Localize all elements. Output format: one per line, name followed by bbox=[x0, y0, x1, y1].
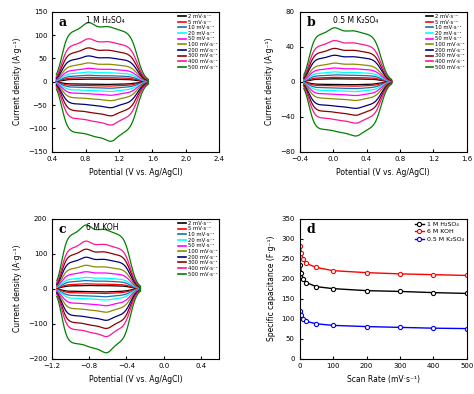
Line: 1 M H₂SO₄: 1 M H₂SO₄ bbox=[298, 262, 469, 296]
6 M KOH bbox=[430, 272, 436, 277]
Line: 6 M KOH: 6 M KOH bbox=[298, 244, 469, 277]
0.5 M K₂SO₄ bbox=[464, 326, 470, 331]
6 M KOH bbox=[330, 268, 336, 273]
0.5 M K₂SO₄ bbox=[430, 326, 436, 331]
6 M KOH bbox=[300, 257, 306, 262]
Legend: 2 mV·s⁻¹, 5 mV·s⁻¹, 10 mV·s⁻¹, 20 mV·s⁻¹, 50 mV·s⁻¹, 100 mV·s⁻¹, 200 mV·s⁻¹, 300: 2 mV·s⁻¹, 5 mV·s⁻¹, 10 mV·s⁻¹, 20 mV·s⁻¹… bbox=[425, 13, 465, 70]
0.5 M K₂SO₄ bbox=[298, 308, 303, 313]
1 M H₂SO₄ bbox=[299, 270, 304, 275]
0.5 M K₂SO₄ bbox=[330, 323, 336, 328]
X-axis label: Potential (V vs. Ag/AgCl): Potential (V vs. Ag/AgCl) bbox=[89, 375, 182, 384]
1 M H₂SO₄ bbox=[397, 289, 403, 294]
1 M H₂SO₄ bbox=[430, 290, 436, 295]
6 M KOH bbox=[303, 261, 309, 266]
1 M H₂SO₄ bbox=[298, 262, 303, 267]
Y-axis label: Specific capacitance (F·g⁻¹): Specific capacitance (F·g⁻¹) bbox=[267, 236, 276, 341]
0.5 M K₂SO₄ bbox=[364, 324, 369, 329]
Line: 0.5 M K₂SO₄: 0.5 M K₂SO₄ bbox=[298, 309, 469, 331]
0.5 M K₂SO₄ bbox=[397, 325, 403, 330]
1 M H₂SO₄ bbox=[313, 284, 319, 289]
6 M KOH bbox=[364, 270, 369, 275]
Text: 0.5 M K₂SO₄: 0.5 M K₂SO₄ bbox=[333, 16, 378, 25]
6 M KOH bbox=[464, 273, 470, 278]
1 M H₂SO₄ bbox=[303, 280, 309, 285]
Text: b: b bbox=[306, 16, 315, 29]
Legend: 1 M H₂SO₄, 6 M KOH, 0.5 M K₂SO₄: 1 M H₂SO₄, 6 M KOH, 0.5 M K₂SO₄ bbox=[413, 221, 465, 243]
X-axis label: Potential (V vs. Ag/AgCl): Potential (V vs. Ag/AgCl) bbox=[337, 168, 430, 177]
1 M H₂SO₄ bbox=[300, 276, 306, 281]
0.5 M K₂SO₄ bbox=[299, 312, 304, 317]
X-axis label: Scan Rate (mV·s⁻¹): Scan Rate (mV·s⁻¹) bbox=[347, 375, 420, 384]
Text: d: d bbox=[306, 223, 315, 236]
Legend: 2 mV·s⁻¹, 5 mV·s⁻¹, 10 mV·s⁻¹, 20 mV·s⁻¹, 50 mV·s⁻¹, 100 mV·s⁻¹, 200 mV·s⁻¹, 300: 2 mV·s⁻¹, 5 mV·s⁻¹, 10 mV·s⁻¹, 20 mV·s⁻¹… bbox=[177, 13, 218, 70]
1 M H₂SO₄ bbox=[330, 286, 336, 291]
1 M H₂SO₄ bbox=[364, 288, 369, 293]
Text: c: c bbox=[59, 223, 66, 236]
Legend: 2 mV·s⁻¹, 5 mV·s⁻¹, 10 mV·s⁻¹, 20 mV·s⁻¹, 50 mV·s⁻¹, 100 mV·s⁻¹, 200 mV·s⁻¹, 300: 2 mV·s⁻¹, 5 mV·s⁻¹, 10 mV·s⁻¹, 20 mV·s⁻¹… bbox=[177, 220, 218, 277]
0.5 M K₂SO₄ bbox=[303, 319, 309, 324]
6 M KOH bbox=[313, 265, 319, 270]
Y-axis label: Current density (A·g⁻¹): Current density (A·g⁻¹) bbox=[13, 245, 22, 333]
Y-axis label: Current density (A·g⁻¹): Current density (A·g⁻¹) bbox=[13, 38, 22, 125]
Text: a: a bbox=[59, 16, 67, 29]
1 M H₂SO₄ bbox=[464, 291, 470, 296]
0.5 M K₂SO₄ bbox=[300, 316, 306, 321]
6 M KOH bbox=[299, 250, 304, 255]
6 M KOH bbox=[397, 271, 403, 276]
0.5 M K₂SO₄ bbox=[313, 322, 319, 326]
Y-axis label: Current density (A·g⁻¹): Current density (A·g⁻¹) bbox=[265, 38, 274, 125]
Text: 1 M H₂SO₄: 1 M H₂SO₄ bbox=[86, 16, 124, 25]
Text: 6 M KOH: 6 M KOH bbox=[86, 223, 118, 232]
6 M KOH bbox=[298, 243, 303, 248]
X-axis label: Potential (V vs. Ag/AgCl): Potential (V vs. Ag/AgCl) bbox=[89, 168, 182, 177]
